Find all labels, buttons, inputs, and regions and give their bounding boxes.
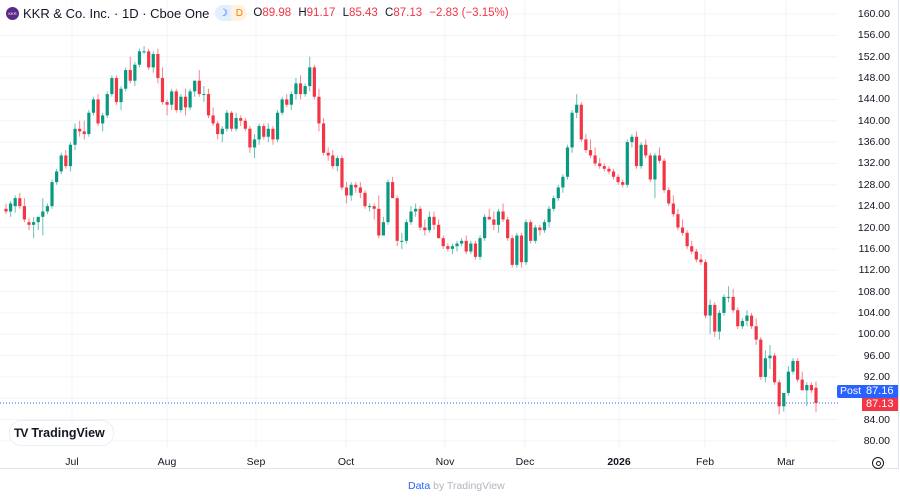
time-tick: Aug bbox=[157, 456, 177, 468]
symbol-legend: KKR KKR & Co. Inc. · 1D · Cboe One ☽ D O… bbox=[6, 5, 513, 21]
open-value: 89.98 bbox=[262, 7, 292, 19]
footer-attribution: Data by TradingView bbox=[408, 480, 505, 492]
price-tick: 128.00 bbox=[857, 178, 890, 191]
price-tick: 136.00 bbox=[857, 136, 890, 149]
price-axis[interactable]: 160.00 156.00 152.00 148.00 144.00 140.00 136.… bbox=[838, 0, 898, 469]
price-tick: 92.00 bbox=[863, 370, 890, 383]
price-tick: 108.00 bbox=[857, 285, 890, 298]
settings-gear-icon[interactable] bbox=[872, 457, 884, 469]
chart-frame[interactable] bbox=[0, 0, 899, 469]
price-tick: 120.00 bbox=[857, 221, 890, 234]
time-tick: Jul bbox=[65, 456, 79, 468]
post-market-tag: Post bbox=[837, 385, 865, 398]
change-value: −2.83 (−3.15%) bbox=[429, 7, 509, 19]
tradingview-wordmark: TradingView bbox=[31, 426, 105, 440]
price-tick: 152.00 bbox=[857, 50, 890, 63]
price-tick: 96.00 bbox=[863, 349, 890, 362]
tradingview-logo[interactable]: TV TradingView bbox=[9, 420, 114, 446]
status-badges[interactable]: ☽ D bbox=[215, 5, 248, 21]
data-link[interactable]: Data bbox=[408, 480, 431, 492]
price-tick: 140.00 bbox=[857, 114, 890, 127]
price-tick: 156.00 bbox=[857, 29, 890, 42]
low-label: L bbox=[342, 7, 350, 19]
post-price-label: 87.16 bbox=[862, 385, 898, 398]
time-tick: Mar bbox=[776, 456, 796, 468]
price-tick: 116.00 bbox=[858, 242, 890, 255]
price-tick: 100.00 bbox=[857, 328, 890, 341]
candlestick-plot[interactable] bbox=[0, 0, 838, 469]
symbol-title[interactable]: KKR & Co. Inc. · 1D · Cboe One bbox=[23, 5, 210, 21]
time-axis[interactable]: Jul Aug Sep Oct Nov Dec 2026 Feb Mar bbox=[0, 456, 838, 470]
low-value: 85.43 bbox=[349, 7, 378, 19]
price-tick: 104.00 bbox=[857, 306, 890, 319]
kkr-logo: KKR bbox=[6, 6, 19, 20]
time-tick: Dec bbox=[515, 456, 535, 468]
price-tick: 84.00 bbox=[863, 413, 890, 426]
high-label: H bbox=[298, 7, 307, 19]
time-tick: Nov bbox=[435, 456, 455, 468]
price-tick: 148.00 bbox=[857, 72, 890, 85]
tradingview-icon: TV bbox=[14, 426, 28, 440]
price-tick: 160.00 bbox=[857, 8, 890, 20]
close-label: C bbox=[385, 7, 394, 19]
price-tick: 80.00 bbox=[863, 435, 890, 447]
close-value: 87.13 bbox=[393, 7, 423, 19]
price-tick: 112.00 bbox=[858, 264, 890, 277]
moon-icon[interactable]: ☽ bbox=[215, 5, 232, 21]
price-tick: 132.00 bbox=[857, 157, 890, 170]
time-tick: 2026 bbox=[607, 456, 631, 468]
delay-badge[interactable]: D bbox=[231, 5, 248, 21]
time-tick: Feb bbox=[695, 456, 715, 468]
time-tick: Sep bbox=[246, 456, 266, 468]
open-label: O bbox=[253, 7, 263, 19]
last-price-label: 87.13 bbox=[862, 398, 898, 411]
ohlc-values: O89.98 H91.17 L85.43 C87.13 −2.83 (−3.15… bbox=[253, 7, 512, 19]
by-tradingview-text: by TradingView bbox=[430, 480, 505, 492]
price-tick: 144.00 bbox=[857, 93, 890, 106]
high-value: 91.17 bbox=[306, 7, 336, 19]
price-tick: 124.00 bbox=[857, 200, 890, 213]
time-tick: Oct bbox=[337, 456, 355, 468]
